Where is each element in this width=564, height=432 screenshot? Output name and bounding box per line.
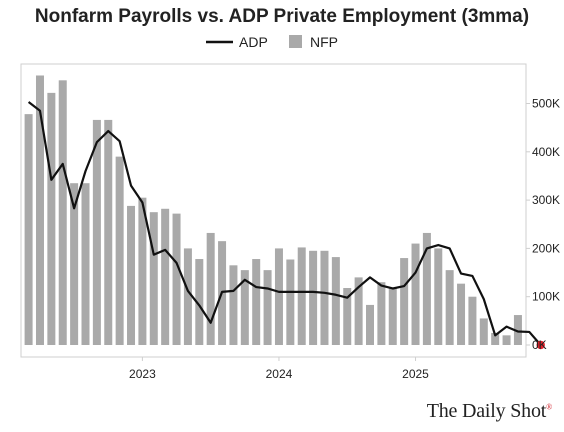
nfp-bar	[400, 258, 409, 345]
nfp-bar	[104, 119, 113, 345]
x-tick-label: 2024	[266, 367, 293, 381]
nfp-bar	[274, 248, 283, 345]
publisher-credit-text: The Daily Shot	[426, 400, 547, 422]
nfp-bar	[58, 80, 67, 345]
nfp-bar	[479, 318, 488, 345]
nfp-bar	[513, 315, 522, 345]
legend-nfp-swatch	[289, 35, 302, 48]
nfp-bar	[411, 243, 420, 345]
nfp-bar	[195, 259, 204, 345]
nfp-bar	[343, 288, 352, 345]
nfp-bar	[47, 92, 56, 346]
nfp-bar	[320, 250, 329, 345]
nfp-bar	[331, 257, 340, 345]
nfp-bar	[35, 75, 44, 346]
x-tick-label: 2025	[402, 367, 429, 381]
legend-nfp-label: NFP	[310, 34, 338, 50]
nfp-bar	[183, 248, 192, 345]
y-tick-label: 500K	[532, 97, 560, 111]
nfp-bar	[445, 270, 454, 345]
nfp-bar	[263, 270, 272, 345]
nfp-bar	[92, 119, 101, 345]
nfp-bar	[172, 213, 181, 345]
nfp-bar	[309, 250, 318, 345]
nfp-bar	[468, 296, 477, 345]
y-tick-label: 200K	[532, 241, 560, 255]
nfp-bar	[149, 212, 158, 345]
nfp-bar	[354, 277, 363, 345]
x-tick-label: 2023	[129, 367, 156, 381]
adp-line	[27, 101, 542, 346]
plot-frame	[20, 63, 527, 358]
adp-line-layer	[27, 101, 545, 350]
chart-title: Nonfarm Payrolls vs. ADP Private Employm…	[34, 6, 530, 27]
nfp-bar	[502, 335, 511, 345]
nfp-bar	[127, 205, 136, 345]
nfp-bar	[377, 282, 386, 345]
nfp-bar	[81, 183, 90, 345]
registered-mark: ®	[546, 402, 552, 412]
adp-latest-point	[536, 340, 545, 350]
nfp-bar	[70, 183, 79, 345]
nfp-bar	[388, 288, 397, 345]
nfp-bar	[297, 247, 306, 345]
nfp-bar	[138, 197, 147, 345]
nfp-bar	[491, 332, 500, 345]
nfp-bar	[422, 232, 431, 345]
nfp-bar	[229, 265, 238, 345]
nfp-bar	[240, 270, 249, 345]
x-axis-ticks: 2023 2024 2025	[129, 357, 429, 381]
legend: ADP NFP	[206, 34, 338, 50]
y-tick-label: 0K	[532, 338, 547, 352]
publisher-credit: The Daily Shot®	[426, 400, 553, 423]
nfp-bar	[161, 208, 170, 345]
y-axis-ticks: 0K 100K 200K 300K 400K 500K	[526, 97, 560, 352]
nfp-bar	[286, 259, 295, 345]
y-tick-label: 100K	[532, 290, 560, 304]
legend-adp-label: ADP	[239, 34, 268, 50]
nfp-bar	[434, 248, 443, 345]
nfp-bar	[252, 259, 261, 345]
nfp-bars	[24, 75, 522, 346]
nfp-bar	[366, 304, 374, 345]
y-tick-label: 300K	[532, 193, 560, 207]
nfp-bar	[115, 156, 124, 345]
nfp-bar	[457, 283, 466, 345]
nfp-bar	[24, 114, 33, 345]
y-tick-label: 400K	[532, 145, 560, 159]
nfp-bar	[206, 232, 215, 345]
